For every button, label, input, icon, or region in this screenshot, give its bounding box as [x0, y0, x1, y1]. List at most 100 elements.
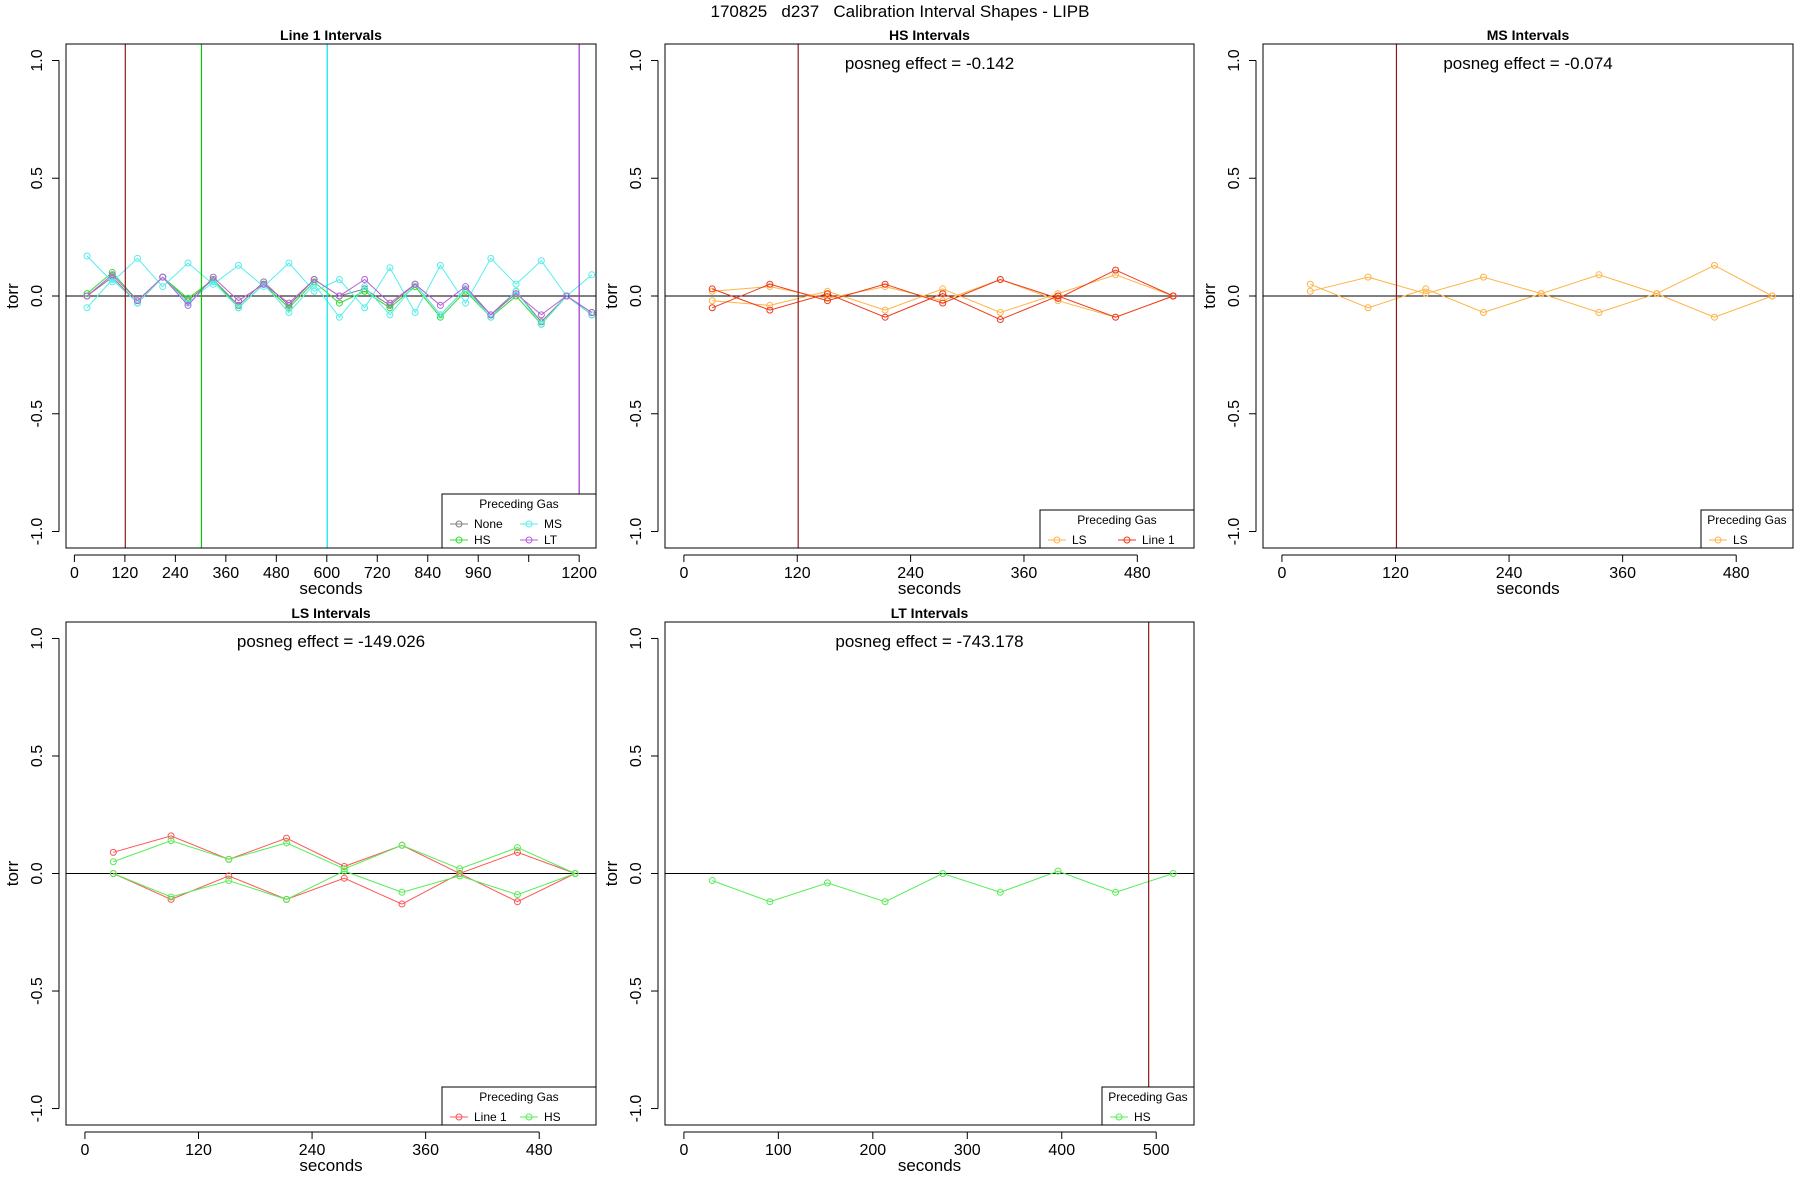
data-point	[1306, 287, 1314, 295]
data-point	[766, 301, 774, 309]
data-point	[335, 299, 343, 307]
data-point	[1653, 290, 1661, 298]
data-point	[225, 877, 233, 885]
x-tick-label: 0	[70, 565, 79, 582]
data-point	[1595, 308, 1603, 316]
x-tick-label: 0	[679, 565, 688, 582]
data-point	[398, 841, 406, 849]
data-point	[513, 848, 521, 856]
data-point	[1054, 867, 1062, 875]
data-point	[512, 280, 520, 288]
data-point	[537, 311, 545, 319]
y-tick-label: 0.0	[29, 862, 46, 884]
legend-swatch-marker	[525, 520, 533, 528]
data-point	[361, 287, 369, 295]
x-tick-label: 120	[185, 1142, 212, 1159]
y-tick-label: -0.5	[1226, 400, 1243, 428]
series-line	[712, 269, 1174, 309]
data-point	[456, 865, 464, 873]
y-axis-label: torr	[1200, 283, 1219, 309]
data-point	[108, 276, 116, 284]
y-tick-label: 0.5	[628, 745, 645, 767]
data-point	[939, 870, 947, 877]
data-point	[386, 299, 394, 307]
panel-title: Line 1 Intervals	[280, 27, 382, 43]
x-tick-label: 400	[1048, 1142, 1075, 1159]
data-point	[225, 855, 233, 863]
y-axis-label: torr	[3, 860, 22, 886]
data-point	[167, 837, 175, 845]
y-axis-label: torr	[602, 283, 621, 309]
x-tick-label: 720	[364, 565, 391, 582]
y-axis-label: torr	[3, 283, 22, 309]
panel-title: LT Intervals	[891, 605, 969, 621]
data-point	[823, 297, 831, 305]
legend-entry: LS	[1072, 533, 1087, 547]
data-point	[335, 276, 343, 284]
data-point	[1422, 290, 1430, 298]
y-tick-label: 1.0	[628, 627, 645, 649]
x-tick-label: 480	[1723, 565, 1750, 582]
y-tick-label: 0.5	[29, 167, 46, 189]
data-point	[881, 283, 889, 291]
legend-entry: LT	[544, 533, 558, 547]
data-point	[209, 278, 217, 286]
legend-box	[441, 1086, 597, 1126]
series-line	[113, 870, 576, 900]
data-point	[537, 257, 545, 265]
data-point	[340, 865, 348, 873]
chart-panel-1: HS Intervals posneg effect = -0.142 second…	[602, 27, 1195, 598]
legend-box	[1039, 509, 1195, 549]
data-point	[939, 297, 947, 305]
data-point	[1595, 271, 1603, 279]
legend-box	[1101, 1086, 1195, 1126]
legend-title: Preceding Gas	[479, 1090, 558, 1104]
series-line	[86, 255, 593, 314]
y-tick-label: -1.0	[29, 1095, 46, 1123]
legend-title: Preceding Gas	[1077, 513, 1156, 527]
data-point	[225, 872, 233, 880]
x-tick-label: 0	[80, 1142, 89, 1159]
x-axis-label: seconds	[1496, 579, 1559, 598]
series-group	[109, 832, 579, 908]
data-point	[184, 294, 192, 302]
x-tick-label: 360	[1011, 565, 1038, 582]
y-tick-label: 0.0	[29, 285, 46, 307]
legend-box	[1700, 509, 1794, 549]
data-point	[167, 893, 175, 901]
data-point	[398, 900, 406, 908]
data-point	[335, 313, 343, 321]
data-point	[1306, 280, 1314, 288]
x-tick-label: 480	[1124, 565, 1151, 582]
plot-frame	[1262, 43, 1794, 549]
y-tick-label: 1.0	[628, 49, 645, 71]
data-point	[766, 280, 774, 288]
data-point	[823, 290, 831, 298]
data-point	[340, 867, 348, 875]
series-line	[712, 288, 1174, 321]
legend-entry: HS	[474, 533, 491, 547]
data-point	[996, 316, 1004, 324]
x-tick-label: 120	[1382, 565, 1409, 582]
x-tick-label: 200	[859, 1142, 886, 1159]
data-point	[283, 839, 291, 847]
data-point	[436, 301, 444, 309]
data-point	[134, 297, 142, 305]
y-tick-label: -1.0	[628, 1095, 645, 1123]
data-point	[996, 308, 1004, 316]
x-tick-label: 360	[412, 1142, 439, 1159]
data-point	[234, 304, 242, 312]
x-tick-label: 120	[784, 565, 811, 582]
y-tick-label: -1.0	[29, 518, 46, 546]
y-tick-label: -0.5	[628, 977, 645, 1005]
data-point	[1537, 290, 1545, 298]
data-point	[340, 874, 348, 882]
data-point	[588, 308, 596, 316]
data-point	[1169, 292, 1177, 300]
legend-title: Preceding Gas	[1707, 513, 1786, 527]
x-tick-label: 240	[1496, 565, 1523, 582]
chart-panel-4: LT Intervals posneg effect = -743.178 seco…	[602, 605, 1195, 1175]
posneg-annotation: posneg effect = -743.178	[835, 632, 1023, 651]
data-point	[766, 283, 774, 291]
legend-entry: None	[474, 517, 503, 531]
